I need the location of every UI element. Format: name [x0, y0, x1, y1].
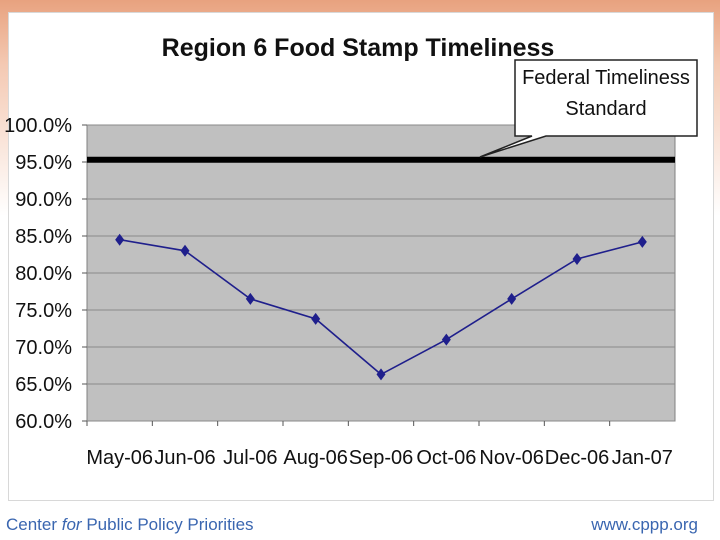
x-axis: May-06 Jun-06 Jul-06 Aug-06 Sep-06 Oct-06 Nov-… — [86, 421, 673, 469]
x-tick-label: Jul-06 — [223, 447, 277, 469]
y-tick-label: 95.0% — [15, 152, 72, 174]
x-tick-label: Jan-07 — [612, 447, 673, 469]
federal-standard-callout: Federal Timeliness Standard — [479, 59, 698, 158]
data-point-marker — [115, 233, 125, 246]
data-point-marker — [311, 312, 321, 325]
x-tick-label: Sep-06 — [349, 447, 414, 469]
data-point-marker — [376, 368, 386, 381]
footer-org-post: Public Policy Priorities — [81, 515, 254, 534]
y-tick-label: 60.0% — [15, 411, 72, 433]
y-tick-label: 65.0% — [15, 374, 72, 396]
x-tick-label: Nov-06 — [479, 447, 543, 469]
data-point-marker — [507, 292, 517, 305]
callout-label-line2: Standard — [565, 98, 646, 120]
data-point-marker — [245, 292, 255, 305]
y-tick-label: 80.0% — [15, 263, 72, 285]
callout-label-line1: Federal Timeliness — [522, 67, 690, 89]
data-point-marker — [572, 252, 582, 265]
y-tick-label: 90.0% — [15, 189, 72, 211]
x-tick-label: Aug-06 — [283, 447, 348, 469]
y-axis: 100.0% 95.0% 90.0% 85.0% 80.0% 75.0% 70.0% 65.0… — [4, 115, 87, 433]
x-tick-label: Dec-06 — [545, 447, 609, 469]
data-point-marker — [441, 333, 451, 346]
x-tick-label: Oct-06 — [416, 447, 476, 469]
callout-box — [479, 59, 698, 158]
data-markers — [115, 233, 647, 381]
y-tick-label: 85.0% — [15, 226, 72, 248]
footer-url: www.cppp.org — [591, 515, 698, 534]
y-tick-label: 70.0% — [15, 337, 72, 359]
x-tick-label: May-06 — [86, 447, 153, 469]
chart-title: Region 6 Food Stamp Timeliness — [162, 34, 555, 62]
y-tick-label: 100.0% — [4, 115, 72, 137]
data-point-marker — [180, 244, 190, 257]
footer-organization: Center for Public Policy Priorities — [6, 515, 254, 535]
data-point-marker — [637, 235, 647, 248]
x-tick-label: Jun-06 — [154, 447, 215, 469]
y-tick-label: 75.0% — [15, 300, 72, 322]
footer-org-pre: Center — [6, 515, 62, 534]
footer-org-italic: for — [61, 515, 82, 534]
